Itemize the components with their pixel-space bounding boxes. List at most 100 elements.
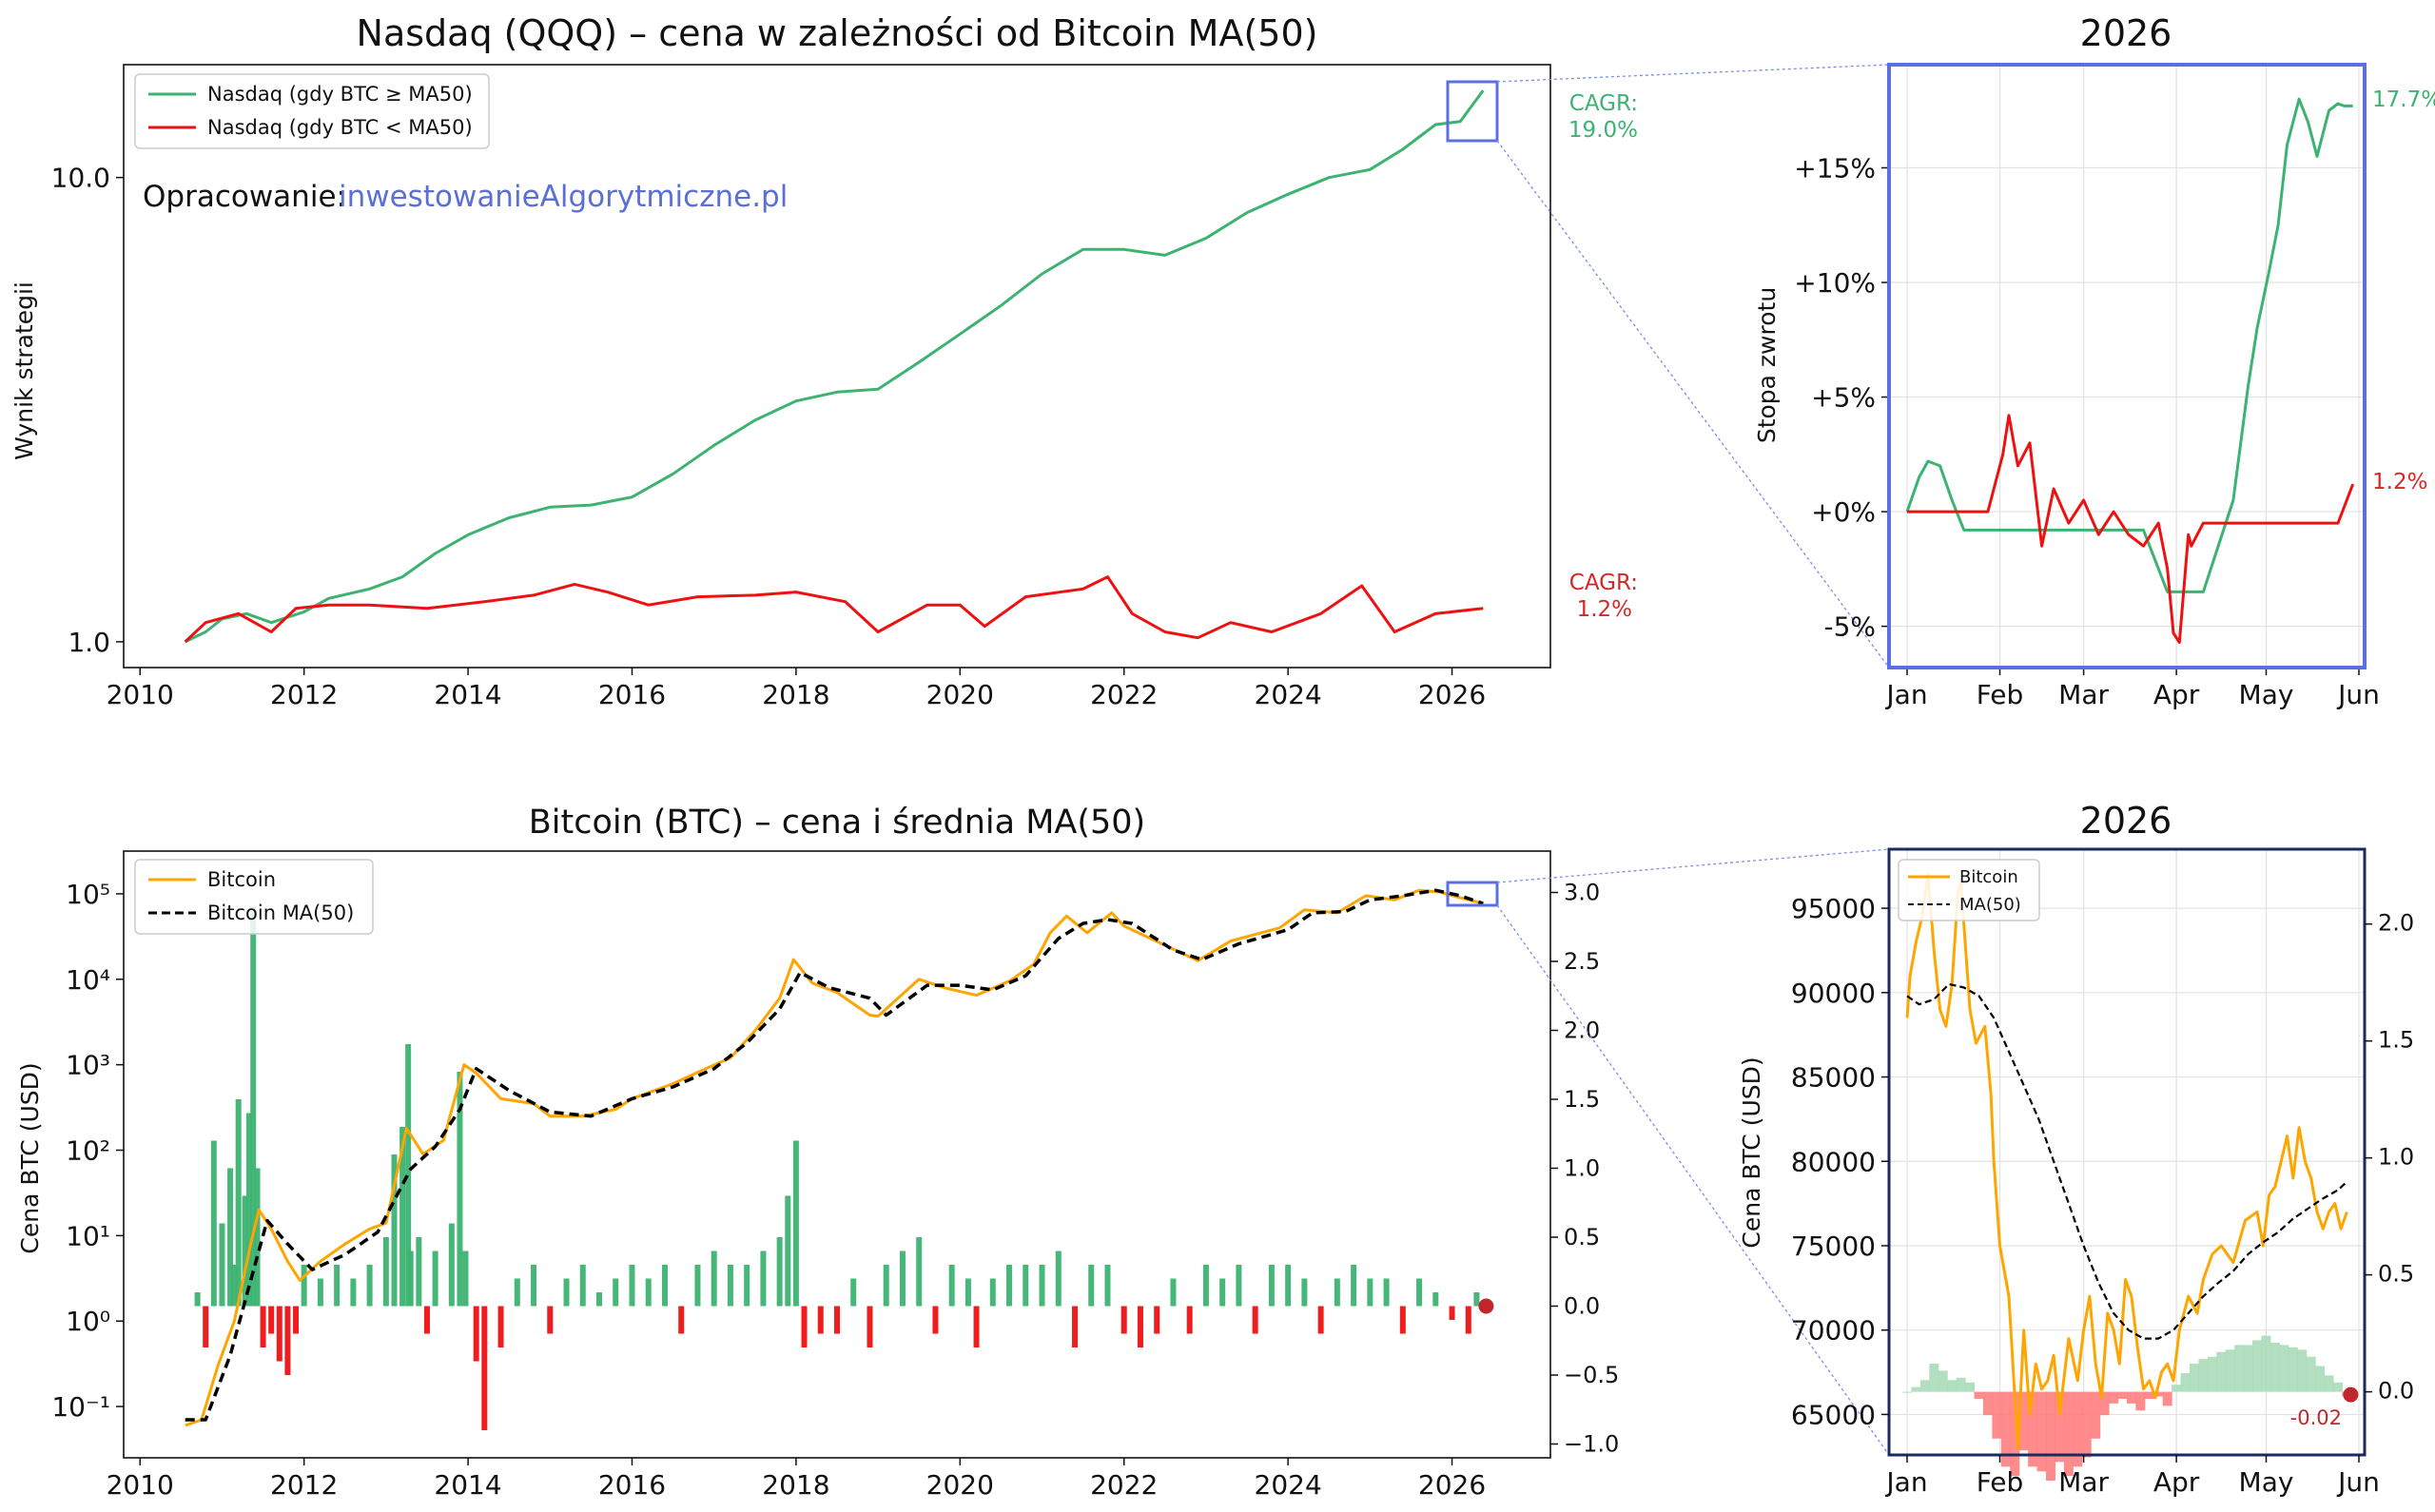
- nasdaq-main-ylabel: Wynik strategii: [10, 281, 38, 460]
- hist-bar: [350, 1278, 357, 1307]
- btc-2026-series: [1905, 873, 2359, 1450]
- hist-bar: [2216, 1351, 2227, 1392]
- ytick-label: 10¹: [66, 1220, 110, 1251]
- hist-bar: [1432, 1292, 1439, 1307]
- hist-bar: [2135, 1391, 2146, 1411]
- ytick-label: 10⁴: [66, 964, 110, 996]
- cagr-green-label: CAGR:: [1569, 91, 1638, 116]
- hist-bar: [694, 1265, 701, 1307]
- hist-bar: [916, 1237, 923, 1307]
- hist-bar: [235, 1099, 242, 1307]
- hist-bar: [1186, 1306, 1193, 1334]
- nasdaq-main-title: Nasdaq (QQQ) – cena w zależności od Bitc…: [357, 12, 1318, 54]
- hist-bar: [317, 1278, 323, 1307]
- y2tick-label: 2.0: [2378, 910, 2414, 937]
- legend2-label-ma50: MA(50): [1959, 895, 2021, 915]
- xtick-label: 2026: [1418, 679, 1486, 710]
- xtick-label: 2018: [762, 679, 829, 710]
- hist-bar: [462, 1250, 469, 1307]
- ytick-label: 95000: [1791, 893, 1876, 924]
- nasdaq-2026-end-green: 17.7%: [2372, 87, 2435, 112]
- series-line-0: [185, 888, 1484, 1427]
- end-marker: [1478, 1298, 1494, 1314]
- btc-main-legend: Bitcoin Bitcoin MA(50): [134, 859, 374, 935]
- ytick-label: 10.0: [51, 163, 110, 194]
- xtick-label: 2022: [1090, 679, 1158, 710]
- hist-bar: [2091, 1391, 2101, 1439]
- btc-main-xticks: 2010 2012 2014 2016 2018 2020 2022 2024 2026: [107, 1458, 1486, 1501]
- y2tick-label: 0.0: [1564, 1293, 1600, 1320]
- btc-2026-yticks: 65000 70000 75000 80000 85000 90000 95000: [1791, 893, 1889, 1430]
- hist-bar: [210, 1140, 217, 1307]
- series-line-1: [1907, 414, 2355, 644]
- y2tick-label: −0.5: [1564, 1362, 1619, 1388]
- btc-main-chart: Bitcoin (BTC) – cena i średnia MA(50) Ce…: [16, 804, 1619, 1501]
- hist-bar: [2028, 1391, 2038, 1467]
- hist-bar: [1154, 1306, 1160, 1334]
- hist-bar: [366, 1265, 373, 1307]
- btc-main-title: Bitcoin (BTC) – cena i średnia MA(50): [529, 804, 1145, 842]
- hist-bar: [473, 1306, 479, 1362]
- hist-bar: [1902, 1391, 1912, 1393]
- y2tick-label: 2.0: [1564, 1018, 1600, 1044]
- nasdaq-2026-chart: 2026 Stopa zwrotu Jan Feb Mar Apr May Jun -5%…: [1753, 12, 2435, 710]
- hist-bar: [785, 1195, 791, 1307]
- ytick-label: +10%: [1794, 267, 1876, 299]
- xtick-label: 2024: [1255, 679, 1322, 710]
- hist-bar: [2045, 1391, 2055, 1482]
- btc-main-histogram: [194, 906, 1480, 1430]
- hist-bar: [2117, 1391, 2128, 1399]
- nasdaq-main-legend: Nasdaq (gdy BTC ≥ MA50) Nasdaq (gdy BTC …: [134, 73, 490, 149]
- hist-bar: [2018, 1391, 2029, 1451]
- xtick-label: Mar: [2058, 1466, 2109, 1498]
- hist-bar: [629, 1265, 635, 1307]
- source-link[interactable]: inwestowanieAlgorytmiczne.pl: [339, 180, 788, 214]
- hist-bar: [1301, 1278, 1308, 1307]
- source-label: Opracowanie:: [143, 180, 346, 214]
- hist-bar: [834, 1306, 840, 1334]
- btc-2026-xticks: Jan Feb Mar Apr May Jun: [1884, 1455, 2380, 1498]
- xtick-label: 2012: [270, 1469, 338, 1501]
- btc-main-yticks: 10⁻¹ 10⁰ 10¹ 10² 10³ 10⁴ 10⁵: [51, 879, 124, 1423]
- y2tick-label: 1.5: [1564, 1086, 1600, 1113]
- xtick-label: 2010: [107, 679, 174, 710]
- hist-bar: [481, 1306, 488, 1430]
- series-line-1: [185, 888, 1484, 1422]
- btc-2026-y2ticks: 0.0 0.5 1.0 1.5 2.0: [2365, 910, 2414, 1405]
- hist-bar: [2207, 1356, 2217, 1392]
- ytick-label: 65000: [1791, 1399, 1876, 1430]
- hist-bar: [2109, 1391, 2119, 1404]
- nasdaq-main-xticks: 2010 2012 2014 2016 2018 2020 2022 2024 2026: [107, 668, 1486, 710]
- btc-zoom-connectors: [1496, 848, 1890, 1456]
- hist-bar: [899, 1250, 906, 1307]
- hist-bar: [1252, 1306, 1258, 1334]
- nasdaq-zoom-connectors: [1496, 64, 1890, 669]
- hist-bar: [242, 1195, 248, 1307]
- hist-bar: [2243, 1345, 2253, 1392]
- hist-bar: [1929, 1364, 1939, 1392]
- end-marker: [2343, 1386, 2359, 1403]
- hist-bar: [948, 1265, 955, 1307]
- hist-bar: [1351, 1265, 1357, 1307]
- hist-bar: [711, 1250, 717, 1307]
- xtick-label: 2014: [434, 1469, 501, 1501]
- btc-2026-ylabel: Cena BTC (USD): [1738, 1056, 1765, 1248]
- hist-bar: [423, 1306, 430, 1334]
- hist-bar: [203, 1306, 209, 1347]
- nasdaq-2026-title: 2026: [2080, 12, 2172, 54]
- btc-main-frame: [123, 850, 1551, 1459]
- hist-bar: [1039, 1265, 1045, 1307]
- nasdaq-2026-ylabel: Stopa zwrotu: [1753, 287, 1781, 443]
- xtick-label: 2020: [926, 1469, 994, 1501]
- btc-main-ylabel: Cena BTC (USD): [16, 1062, 44, 1253]
- y2tick-label: 1.0: [1564, 1155, 1600, 1182]
- xtick-label: 2020: [926, 679, 994, 710]
- hist-bar: [268, 1306, 275, 1334]
- hist-bar: [334, 1265, 341, 1307]
- hist-bar: [2180, 1372, 2191, 1392]
- ytick-label: 10⁰: [66, 1306, 110, 1337]
- btc-2026-frame: [1887, 847, 2367, 1457]
- legend-label-bitcoin: Bitcoin: [207, 868, 276, 891]
- legend-label-ma50: Bitcoin MA(50): [207, 901, 354, 924]
- y2tick-label: 3.0: [1564, 880, 1600, 906]
